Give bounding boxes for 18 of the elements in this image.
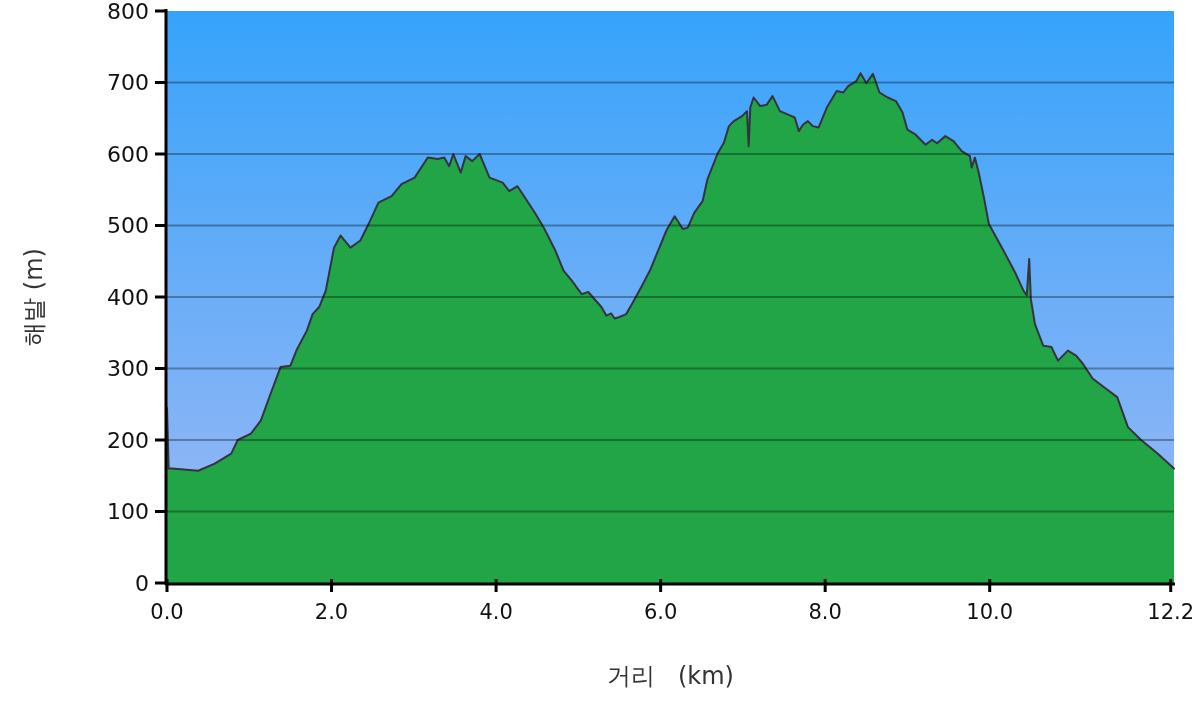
x-tick-label: 8.0 [808, 600, 842, 624]
y-tick-label: 100 [107, 499, 149, 524]
x-tick-label: 0.0 [150, 600, 184, 624]
y-tick-label: 700 [107, 70, 149, 95]
x-tick-label: 12.2 [1147, 600, 1195, 624]
y-axis-title: 해발 (m) [20, 248, 48, 346]
x-tick-label: 2.0 [314, 600, 349, 624]
y-tick-label: 500 [107, 213, 149, 238]
y-tick-label: 400 [107, 284, 149, 310]
y-tick-label: 0 [135, 570, 149, 596]
x-axis-title: 거리 (km) [607, 662, 734, 690]
y-tick-label: 300 [107, 356, 149, 381]
y-tick-label: 600 [107, 141, 149, 167]
y-tick-label: 800 [107, 0, 149, 24]
x-tick-label: 10.0 [966, 600, 1014, 624]
x-tick-label: 6.0 [643, 600, 678, 624]
y-tick-label: 200 [107, 427, 149, 453]
x-tick-label: 4.0 [479, 600, 513, 624]
